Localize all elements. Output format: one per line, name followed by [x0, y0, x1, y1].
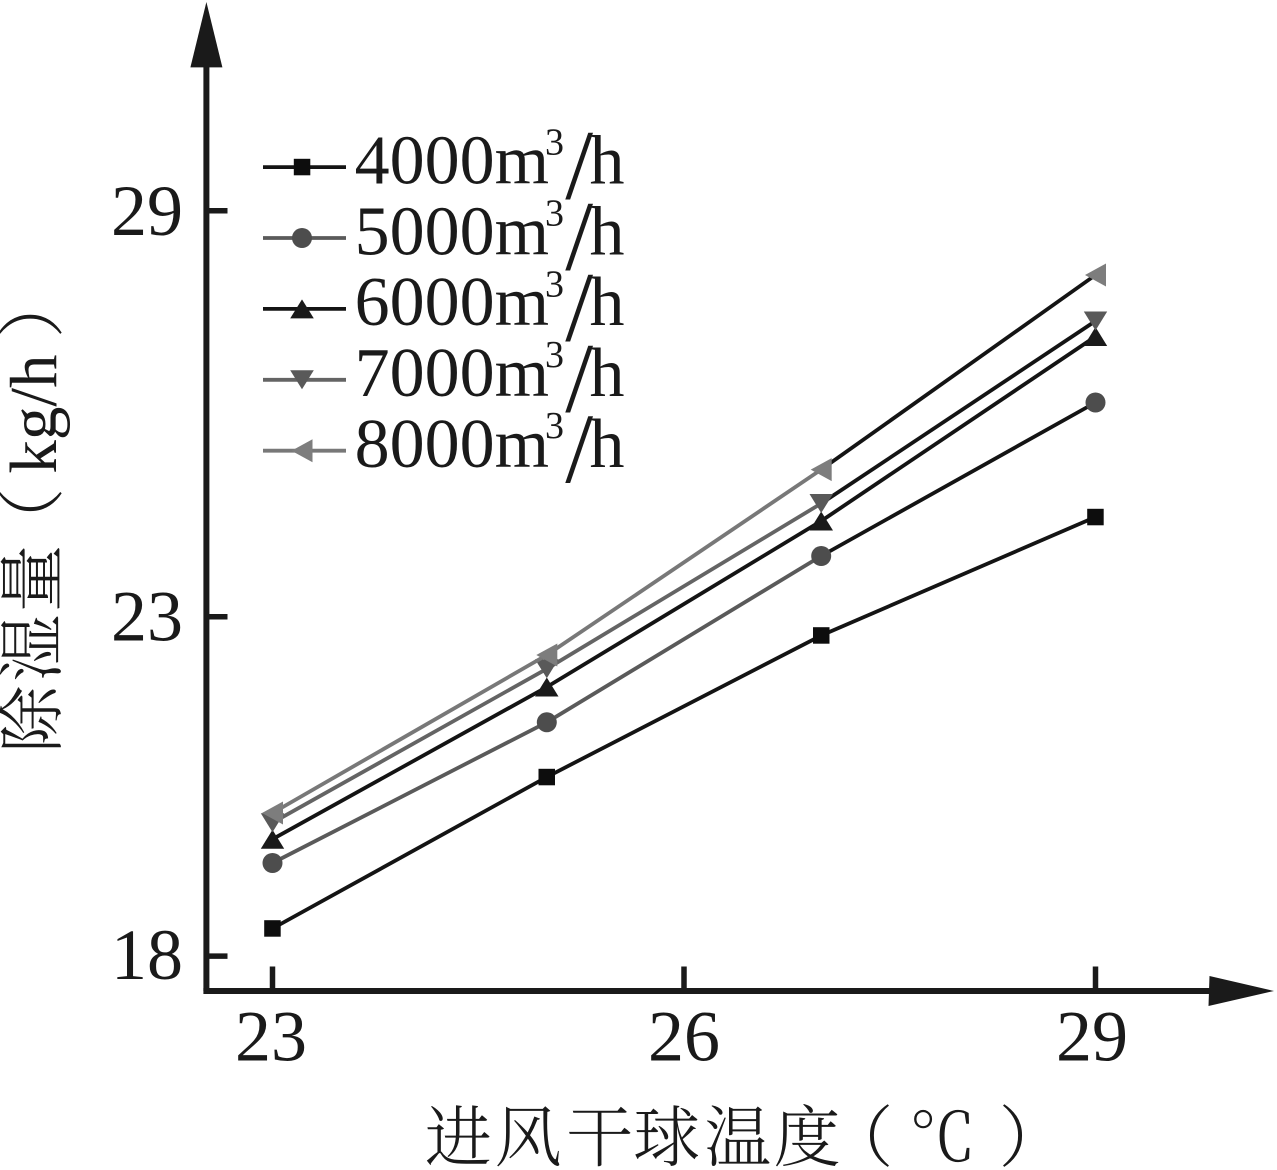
svg-text:29: 29	[111, 171, 183, 251]
svg-text:/: /	[565, 322, 593, 433]
svg-text:6000m: 6000m	[355, 264, 549, 341]
svg-text:3: 3	[545, 192, 564, 234]
svg-text:3: 3	[545, 263, 564, 305]
svg-text:5000m: 5000m	[355, 193, 549, 270]
svg-text:4000m: 4000m	[355, 122, 549, 199]
svg-text:29: 29	[1056, 997, 1128, 1077]
svg-text:7000m: 7000m	[355, 335, 549, 412]
svg-text:/: /	[565, 251, 593, 362]
svg-text:h: h	[590, 335, 625, 412]
svg-text:23: 23	[111, 577, 183, 657]
svg-text:h: h	[590, 406, 625, 483]
svg-text:23: 23	[235, 997, 307, 1077]
svg-text:h: h	[590, 122, 625, 199]
svg-text:/: /	[565, 181, 593, 292]
svg-text:26: 26	[648, 997, 720, 1077]
svg-text:/: /	[565, 393, 593, 504]
svg-text:3: 3	[545, 405, 564, 447]
svg-text:3: 3	[545, 122, 564, 164]
svg-text:3: 3	[545, 334, 564, 376]
svg-text:18: 18	[111, 915, 183, 995]
svg-text:kg/h: kg/h	[0, 354, 71, 473]
svg-text:8000m: 8000m	[355, 406, 549, 483]
svg-text:h: h	[590, 264, 625, 341]
svg-text:h: h	[590, 193, 625, 270]
svg-text:/: /	[565, 110, 593, 221]
